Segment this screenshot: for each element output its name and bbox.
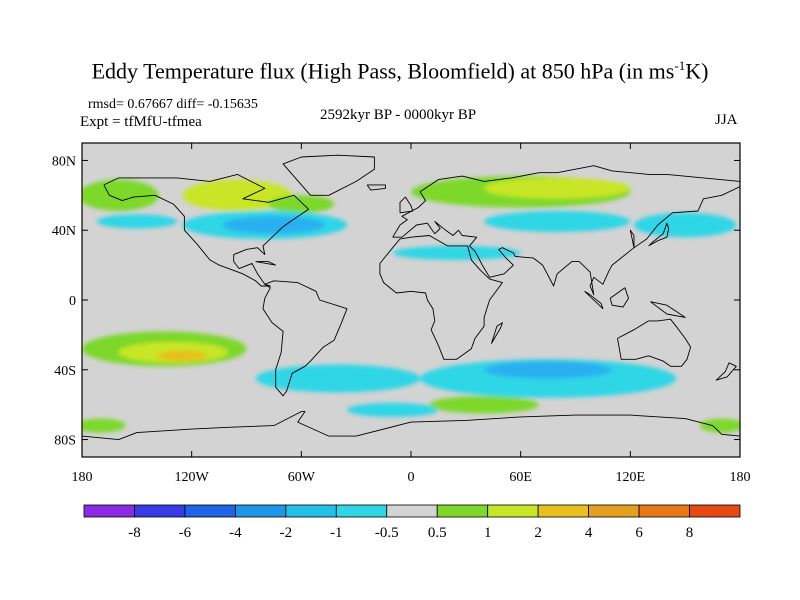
anomaly-patch <box>429 395 539 414</box>
colorbar-label: -6 <box>179 525 192 541</box>
anomaly-patch <box>82 179 159 212</box>
coastline <box>392 165 740 296</box>
coastline <box>399 196 414 214</box>
rmsd-diff-stats: rmsd= 0.67667 diff= -0.15635 <box>88 97 258 112</box>
colorbar-bin <box>285 504 337 518</box>
coastline <box>650 301 686 318</box>
coastline <box>584 290 604 310</box>
anomaly-patch <box>484 177 631 199</box>
anomaly-patch <box>347 402 439 417</box>
colorbar-bin <box>184 504 236 518</box>
anomaly-patch <box>699 418 740 433</box>
colorbar-label: 0.5 <box>428 525 447 541</box>
colorbar-label: 2 <box>534 525 542 541</box>
lon-tick-label: 120E <box>616 470 646 485</box>
season-label: JJA <box>715 112 738 128</box>
lat-tick-label: 40S <box>54 364 76 379</box>
colorbar-label: 1 <box>484 525 492 541</box>
colorbar-label: -4 <box>229 525 242 541</box>
colorbar-bin <box>487 504 539 518</box>
lon-tick-label: 0 <box>408 470 415 485</box>
anomaly-patch <box>82 418 126 433</box>
coastline <box>715 362 737 381</box>
anomaly-patch <box>96 214 178 229</box>
lon-tick-label: 180 <box>730 470 751 485</box>
anomaly-patch <box>222 216 326 234</box>
anomaly-patch <box>420 359 677 398</box>
lon-tick-label: 120W <box>175 470 210 485</box>
anomaly-patch <box>255 364 421 393</box>
anomaly-patch <box>484 361 613 379</box>
colorbar-bin <box>436 504 489 518</box>
lon-tick-label: 60E <box>509 470 532 485</box>
lon-tick-label: 60W <box>288 470 316 485</box>
map-axes: 80N 40N 0 40S 80S 180 120W 60W 0 60E 120E 180 <box>52 143 751 485</box>
colorbar-label: -2 <box>280 525 293 541</box>
coastline <box>617 318 692 367</box>
anomaly-patch <box>156 350 209 362</box>
anomaly-patch <box>182 179 293 212</box>
colorbar-label: 4 <box>585 525 593 541</box>
coastline <box>103 173 310 287</box>
colorbar: -8 -6 -4 -2 -1 -0.5 0.5 1 2 4 6 8 <box>83 504 741 541</box>
colorbar-bin <box>689 504 741 518</box>
anomaly-patch <box>633 212 737 238</box>
colorbar-bin <box>134 504 186 518</box>
coastline <box>609 287 629 308</box>
lat-tick-label: 80S <box>54 434 76 449</box>
colorbar-label: -1 <box>330 525 343 541</box>
colorbar-bin <box>588 504 640 518</box>
coastline <box>82 411 740 441</box>
colorbar-label: 8 <box>686 525 694 541</box>
lat-tick-label: 0 <box>69 294 76 309</box>
colorbar-bin <box>234 504 287 518</box>
colorbar-bin <box>335 504 388 518</box>
anomaly-field <box>82 176 740 433</box>
coastline <box>366 184 386 191</box>
lon-tick-label: 180 <box>72 470 93 485</box>
anomaly-patch <box>392 245 521 260</box>
coastlines <box>82 154 740 441</box>
coastline <box>255 261 277 266</box>
anomaly-patch <box>268 195 335 213</box>
coastline <box>282 154 375 196</box>
colorbar-bin <box>638 504 690 518</box>
experiment-label: Expt = tfMfU-tfmea <box>80 114 202 130</box>
colorbar-bin <box>83 504 135 518</box>
lat-tick-label: 40N <box>52 224 76 239</box>
colorbar-bin <box>537 504 590 518</box>
colorbar-label: -8 <box>128 525 141 541</box>
plot-title: Eddy Temperature flux (High Pass, Bloomf… <box>91 58 709 84</box>
coastline <box>490 322 503 344</box>
lat-tick-label: 80N <box>52 154 76 169</box>
anomaly-patch <box>484 211 631 232</box>
coastline <box>262 280 348 397</box>
period-label: 2592kyr BP - 0000kyr BP <box>320 107 477 123</box>
colorbar-bin <box>386 504 438 518</box>
colorbar-label: 6 <box>635 525 643 541</box>
coastline <box>648 222 670 247</box>
colorbar-label: -0.5 <box>375 525 399 541</box>
coastline <box>379 235 503 360</box>
